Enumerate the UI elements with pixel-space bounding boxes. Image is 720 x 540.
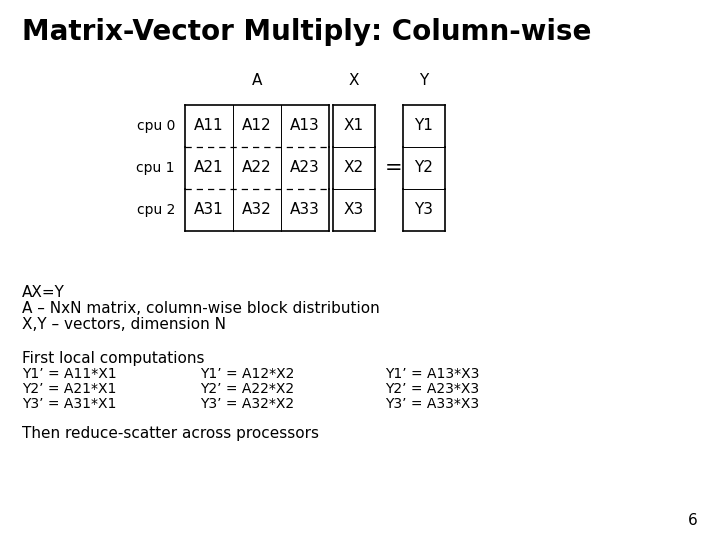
- Text: cpu 1: cpu 1: [137, 161, 175, 175]
- Text: =: =: [385, 158, 402, 178]
- Text: 6: 6: [688, 513, 698, 528]
- Text: First local computations: First local computations: [22, 351, 204, 366]
- Text: A12: A12: [242, 118, 272, 133]
- Text: Y1’ = A13*X3: Y1’ = A13*X3: [385, 367, 480, 381]
- Text: Y1: Y1: [415, 118, 433, 133]
- Text: X2: X2: [344, 160, 364, 176]
- Text: Y3’ = A32*X2: Y3’ = A32*X2: [200, 397, 294, 411]
- Text: A – NxN matrix, column-wise block distribution: A – NxN matrix, column-wise block distri…: [22, 301, 379, 316]
- Text: Y2’ = A23*X3: Y2’ = A23*X3: [385, 382, 479, 396]
- Text: X: X: [348, 73, 359, 88]
- Text: A21: A21: [194, 160, 224, 176]
- Text: A13: A13: [290, 118, 320, 133]
- Text: Then reduce-scatter across processors: Then reduce-scatter across processors: [22, 426, 319, 441]
- Text: A23: A23: [290, 160, 320, 176]
- Text: X,Y – vectors, dimension N: X,Y – vectors, dimension N: [22, 317, 226, 332]
- Text: A32: A32: [242, 202, 272, 218]
- Text: Matrix-Vector Multiply: Column-wise: Matrix-Vector Multiply: Column-wise: [22, 18, 591, 46]
- Text: A: A: [252, 73, 262, 88]
- Text: X3: X3: [344, 202, 364, 218]
- Text: Y2’ = A21*X1: Y2’ = A21*X1: [22, 382, 117, 396]
- Text: A31: A31: [194, 202, 224, 218]
- Text: Y3’ = A31*X1: Y3’ = A31*X1: [22, 397, 117, 411]
- Text: AX=Y: AX=Y: [22, 285, 65, 300]
- Text: A11: A11: [194, 118, 224, 133]
- Text: A22: A22: [242, 160, 272, 176]
- Text: cpu 2: cpu 2: [137, 203, 175, 217]
- Text: Y: Y: [419, 73, 428, 88]
- Text: Y3’ = A33*X3: Y3’ = A33*X3: [385, 397, 479, 411]
- Text: Y1’ = A12*X2: Y1’ = A12*X2: [200, 367, 294, 381]
- Text: cpu 0: cpu 0: [137, 119, 175, 133]
- Text: X1: X1: [344, 118, 364, 133]
- Text: Y3: Y3: [415, 202, 433, 218]
- Text: Y1’ = A11*X1: Y1’ = A11*X1: [22, 367, 117, 381]
- Text: Y2’ = A22*X2: Y2’ = A22*X2: [200, 382, 294, 396]
- Text: A33: A33: [290, 202, 320, 218]
- Text: Y2: Y2: [415, 160, 433, 176]
